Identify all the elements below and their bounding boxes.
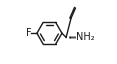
Text: F: F	[26, 28, 31, 38]
Text: NH₂: NH₂	[76, 32, 95, 42]
